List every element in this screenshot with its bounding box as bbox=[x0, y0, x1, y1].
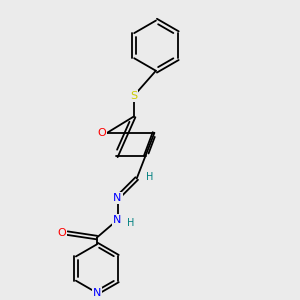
Text: S: S bbox=[130, 91, 137, 101]
Text: O: O bbox=[98, 128, 106, 138]
Text: N: N bbox=[93, 288, 101, 298]
Text: H: H bbox=[127, 218, 134, 228]
Text: N: N bbox=[113, 193, 122, 203]
Text: O: O bbox=[58, 228, 66, 238]
Text: H: H bbox=[146, 172, 154, 182]
Text: N: N bbox=[113, 215, 122, 225]
